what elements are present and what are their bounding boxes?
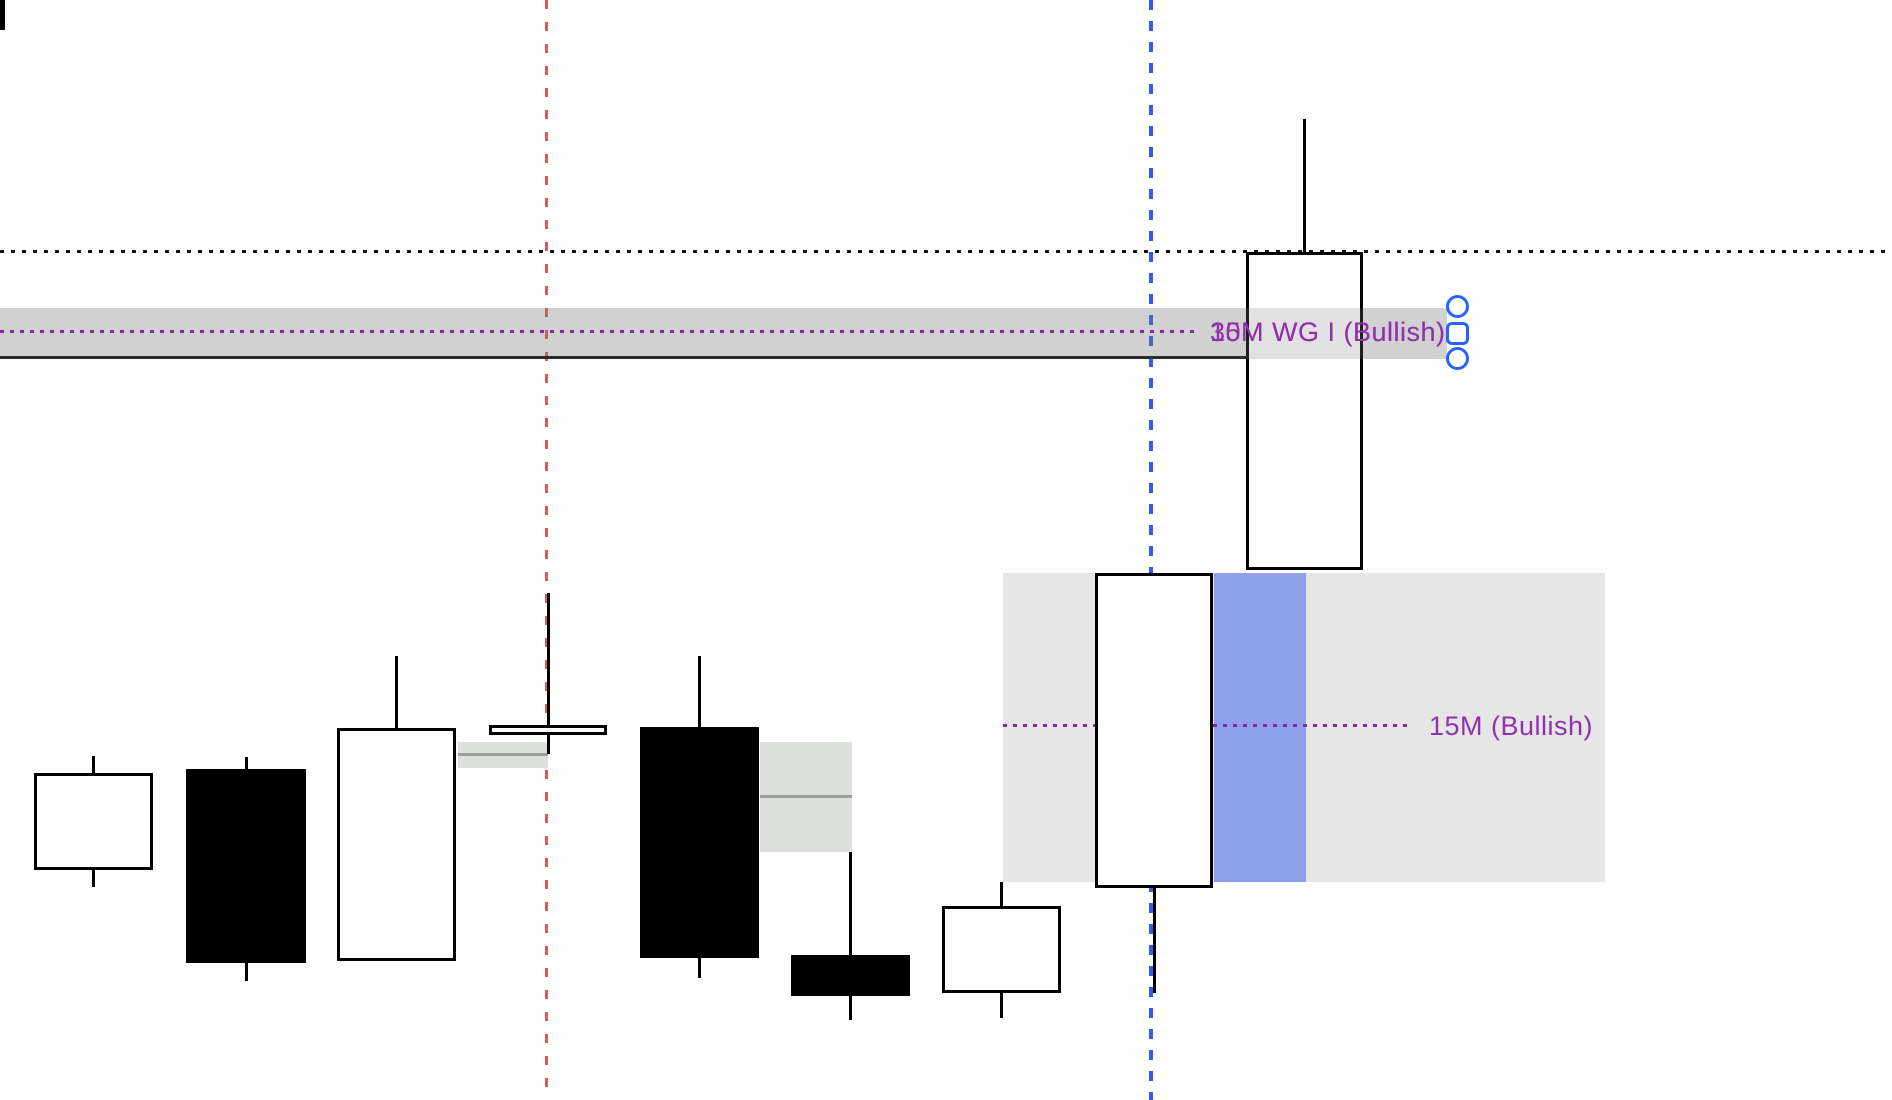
wick-gap-label-15m[interactable]: 15M WG I (Bullish)	[1210, 316, 1446, 347]
candle-partial-left-edge	[0, 0, 5, 30]
candle-8-lower-wick	[1152, 888, 1156, 993]
wick-gap-band-under[interactable]	[0, 308, 1447, 359]
fvg-band-2-divider	[760, 794, 852, 798]
wick-gap-band-over[interactable]	[0, 308, 1447, 359]
candle-9-body	[1246, 252, 1363, 570]
selection-handle-square-1[interactable]	[1445, 321, 1469, 345]
fvg-band-1-divider	[458, 752, 548, 756]
candle-2-upper-wick	[244, 757, 248, 769]
candle-7-upper-wick	[1000, 882, 1003, 906]
candle-3-upper-wick	[395, 656, 398, 728]
ce-dotted-30m[interactable]	[0, 329, 1196, 333]
blue-block[interactable]	[1214, 573, 1306, 882]
candle-2-body	[186, 769, 306, 963]
selection-handle-circle-0[interactable]	[1445, 294, 1469, 318]
candle-1-lower-wick	[92, 870, 95, 887]
candle-4-upper-wick	[546, 593, 550, 725]
high-dotted-line[interactable]	[0, 249, 1892, 253]
zone-15m-label[interactable]: 15M (Bullish)	[1429, 710, 1594, 741]
selection-handle-circle-2[interactable]	[1445, 346, 1469, 370]
candle-5-upper-wick	[698, 656, 701, 727]
candle-6-upper-wick	[849, 852, 852, 955]
band-low-solid-line[interactable]	[0, 355, 1246, 359]
red-vertical-line[interactable]	[544, 0, 548, 1100]
candle-6-body	[791, 955, 910, 996]
candle-9-upper-wick	[1303, 119, 1306, 252]
blue-vertical-line[interactable]	[1149, 0, 1153, 1100]
candle-2-lower-wick	[244, 963, 248, 981]
candle-5-lower-wick	[698, 958, 701, 978]
candle-4-body	[489, 725, 607, 735]
candle-7-lower-wick	[1000, 993, 1003, 1018]
candle-1-body	[34, 773, 153, 870]
candle-7-body	[942, 906, 1061, 993]
candle-4-lower-wick	[546, 735, 550, 754]
candle-8-body	[1095, 573, 1213, 888]
candle-6-lower-wick	[849, 996, 852, 1020]
candle-5-body	[640, 727, 759, 958]
candle-3-body	[337, 728, 456, 961]
candle-1-upper-wick	[92, 756, 95, 773]
wick-gap-label-30m[interactable]: 30M WG I (Bullish)	[1210, 316, 1446, 347]
